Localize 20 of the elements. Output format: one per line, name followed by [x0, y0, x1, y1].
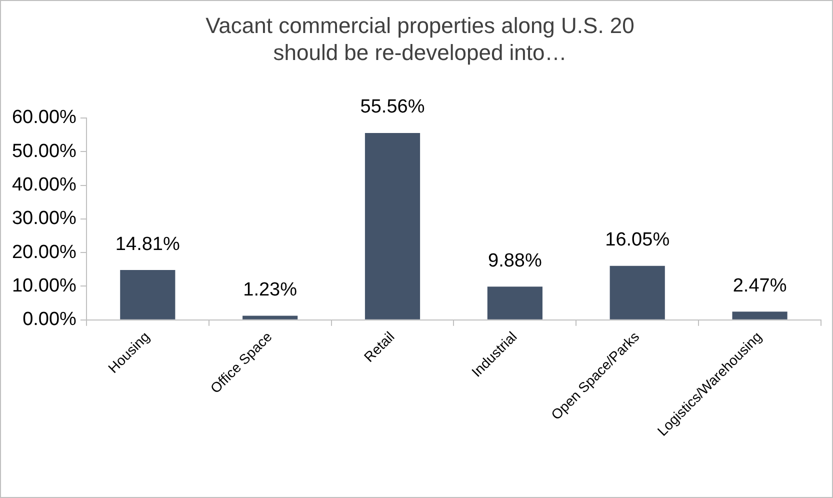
bar: [732, 312, 788, 320]
data-label: 1.23%: [243, 279, 298, 300]
data-label: 9.88%: [488, 250, 542, 272]
data-label: 14.81%: [115, 234, 180, 255]
y-tick-label: 40.00%: [12, 174, 77, 196]
bar: [242, 316, 298, 320]
bar: [120, 270, 176, 320]
bar: [610, 266, 665, 320]
y-tick-label: 10.00%: [12, 275, 77, 296]
data-label: 55.56%: [360, 96, 425, 118]
y-tick-label: 0.00%: [22, 309, 77, 330]
y-tick-label: 30.00%: [12, 208, 77, 230]
y-tick-label: 20.00%: [12, 242, 77, 263]
data-label: 2.47%: [732, 275, 787, 296]
data-label: 16.05%: [605, 230, 670, 251]
y-tick-label: 50.00%: [12, 140, 77, 162]
chart-title: Vacant commercial properties along U.S. 20 should be re-developed into…: [204, 12, 636, 66]
y-tick-label: 60.00%: [12, 107, 77, 128]
bar: [364, 132, 420, 320]
bar: [487, 286, 542, 320]
